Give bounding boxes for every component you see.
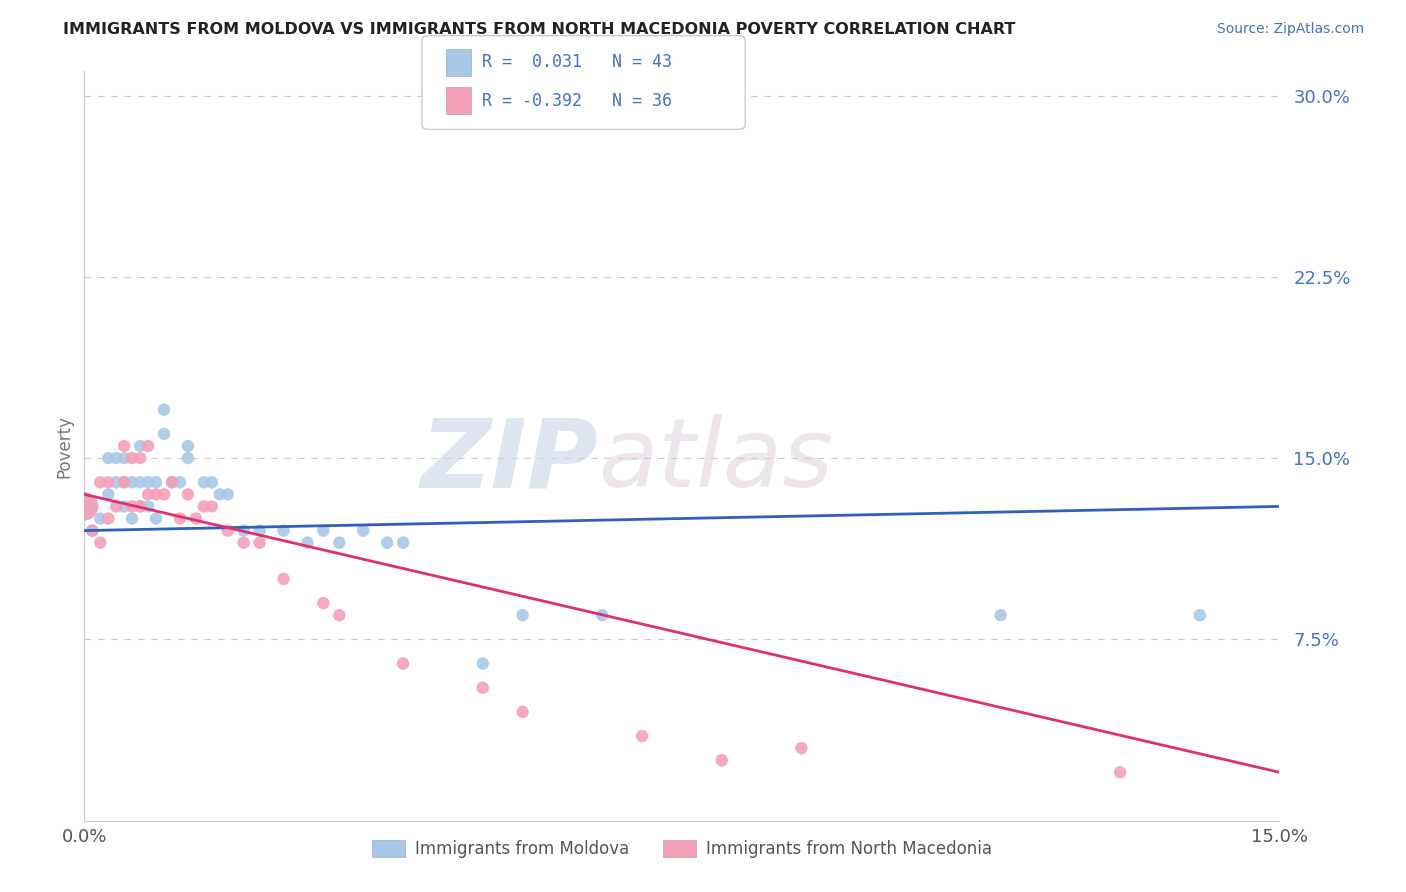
Point xyxy=(153,487,176,501)
Point xyxy=(129,439,152,453)
Point xyxy=(112,475,135,490)
Point xyxy=(990,608,1012,623)
Point xyxy=(105,451,128,466)
Point xyxy=(89,475,111,490)
Point xyxy=(184,511,207,525)
Point xyxy=(1109,765,1132,780)
Point xyxy=(177,487,200,501)
Point xyxy=(73,500,96,514)
Point xyxy=(145,487,167,501)
Point xyxy=(193,500,215,514)
Point xyxy=(312,596,335,610)
Point xyxy=(392,535,415,549)
Point xyxy=(82,524,104,538)
Point xyxy=(232,535,254,549)
Text: Source: ZipAtlas.com: Source: ZipAtlas.com xyxy=(1216,22,1364,37)
Point xyxy=(136,500,159,514)
Point xyxy=(217,524,239,538)
Point xyxy=(177,439,200,453)
Point xyxy=(89,511,111,525)
Point xyxy=(160,475,183,490)
Point xyxy=(375,535,398,549)
Y-axis label: Poverty: Poverty xyxy=(55,415,73,477)
Point xyxy=(145,475,167,490)
Point xyxy=(193,475,215,490)
Point xyxy=(273,524,295,538)
Point xyxy=(392,657,415,671)
Point xyxy=(312,524,335,538)
Point xyxy=(512,705,534,719)
Point xyxy=(82,524,104,538)
Point xyxy=(121,500,143,514)
Point xyxy=(790,741,813,756)
Point xyxy=(97,475,120,490)
Point xyxy=(73,500,96,514)
Point xyxy=(112,439,135,453)
Point xyxy=(631,729,654,743)
Point xyxy=(129,451,152,466)
Point xyxy=(160,475,183,490)
Point xyxy=(112,500,135,514)
Legend: Immigrants from Moldova, Immigrants from North Macedonia: Immigrants from Moldova, Immigrants from… xyxy=(366,833,998,864)
Point xyxy=(145,511,167,525)
Point xyxy=(352,524,374,538)
Point xyxy=(129,500,152,514)
Point xyxy=(471,681,494,695)
Text: R =  0.031   N = 43: R = 0.031 N = 43 xyxy=(482,54,672,71)
Point xyxy=(512,608,534,623)
Point xyxy=(89,535,111,549)
Text: IMMIGRANTS FROM MOLDOVA VS IMMIGRANTS FROM NORTH MACEDONIA POVERTY CORRELATION C: IMMIGRANTS FROM MOLDOVA VS IMMIGRANTS FR… xyxy=(63,22,1015,37)
Point xyxy=(121,511,143,525)
Point xyxy=(129,500,152,514)
Point xyxy=(136,487,159,501)
Point xyxy=(177,451,200,466)
Point xyxy=(273,572,295,586)
Point xyxy=(328,535,350,549)
Point xyxy=(97,511,120,525)
Point xyxy=(112,475,135,490)
Point xyxy=(591,608,613,623)
Point xyxy=(97,487,120,501)
Point xyxy=(121,451,143,466)
Point xyxy=(1188,608,1211,623)
Point xyxy=(105,500,128,514)
Point xyxy=(249,535,271,549)
Point xyxy=(471,657,494,671)
Point xyxy=(105,475,128,490)
Point xyxy=(121,475,143,490)
Text: R = -0.392   N = 36: R = -0.392 N = 36 xyxy=(482,92,672,110)
Point xyxy=(112,451,135,466)
Point xyxy=(136,475,159,490)
Point xyxy=(169,511,191,525)
Point xyxy=(208,487,231,501)
Point xyxy=(249,524,271,538)
Text: ZIP: ZIP xyxy=(420,415,599,508)
Point xyxy=(129,475,152,490)
Point xyxy=(710,753,733,767)
Point xyxy=(328,608,350,623)
Point xyxy=(169,475,191,490)
Point xyxy=(201,500,224,514)
Text: atlas: atlas xyxy=(599,415,834,508)
Point xyxy=(201,475,224,490)
Point xyxy=(153,402,176,417)
Point xyxy=(153,426,176,441)
Point xyxy=(97,451,120,466)
Point xyxy=(232,524,254,538)
Point xyxy=(297,535,319,549)
Point xyxy=(217,487,239,501)
Point xyxy=(136,439,159,453)
